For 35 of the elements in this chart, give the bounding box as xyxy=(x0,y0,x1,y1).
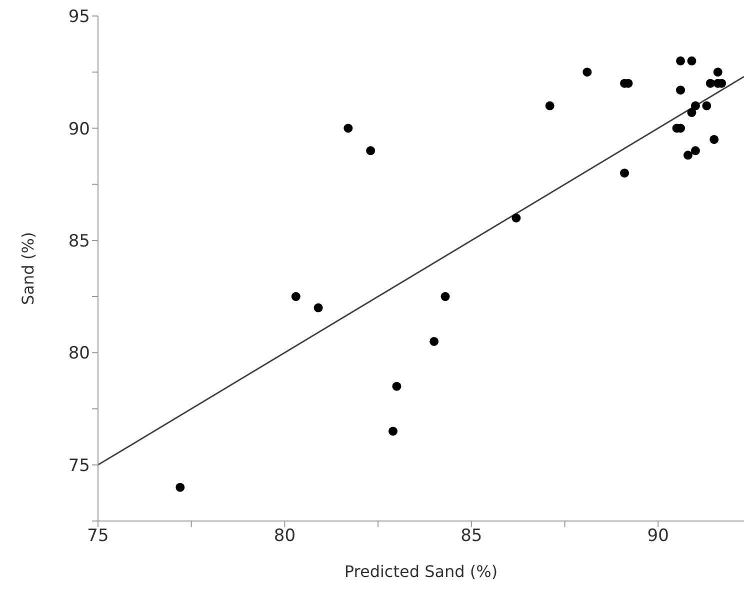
point xyxy=(687,108,696,118)
point xyxy=(392,382,402,391)
y-tick-label: 85 xyxy=(68,231,90,252)
point xyxy=(388,426,398,436)
y-tick-label: 75 xyxy=(68,456,90,476)
x-tick-label: 90 xyxy=(647,526,669,546)
x-tick-label: 85 xyxy=(460,526,482,546)
point xyxy=(440,292,450,302)
y-axis-title: Sand (%) xyxy=(18,232,38,306)
point xyxy=(291,292,300,302)
point xyxy=(582,68,592,77)
point xyxy=(344,124,353,133)
x-tick-label: 75 xyxy=(87,526,109,546)
point xyxy=(512,214,521,222)
point xyxy=(690,101,700,110)
y-tick-label: 95 xyxy=(68,7,90,28)
x-tick-label: 80 xyxy=(274,526,296,546)
point xyxy=(314,303,323,312)
y-tick-label: 80 xyxy=(68,344,90,364)
point xyxy=(710,134,719,144)
point xyxy=(687,56,696,66)
point xyxy=(366,146,376,156)
point xyxy=(176,482,185,492)
point xyxy=(545,101,554,110)
point xyxy=(676,86,686,95)
point xyxy=(620,168,630,178)
point xyxy=(690,146,700,156)
point xyxy=(683,150,692,160)
x-axis-title: Predicted Sand (%) xyxy=(344,562,498,581)
y-tick-label: 90 xyxy=(68,119,90,140)
point xyxy=(706,78,715,88)
point xyxy=(702,101,712,110)
point xyxy=(430,336,439,346)
point xyxy=(713,68,722,77)
point xyxy=(676,56,686,66)
